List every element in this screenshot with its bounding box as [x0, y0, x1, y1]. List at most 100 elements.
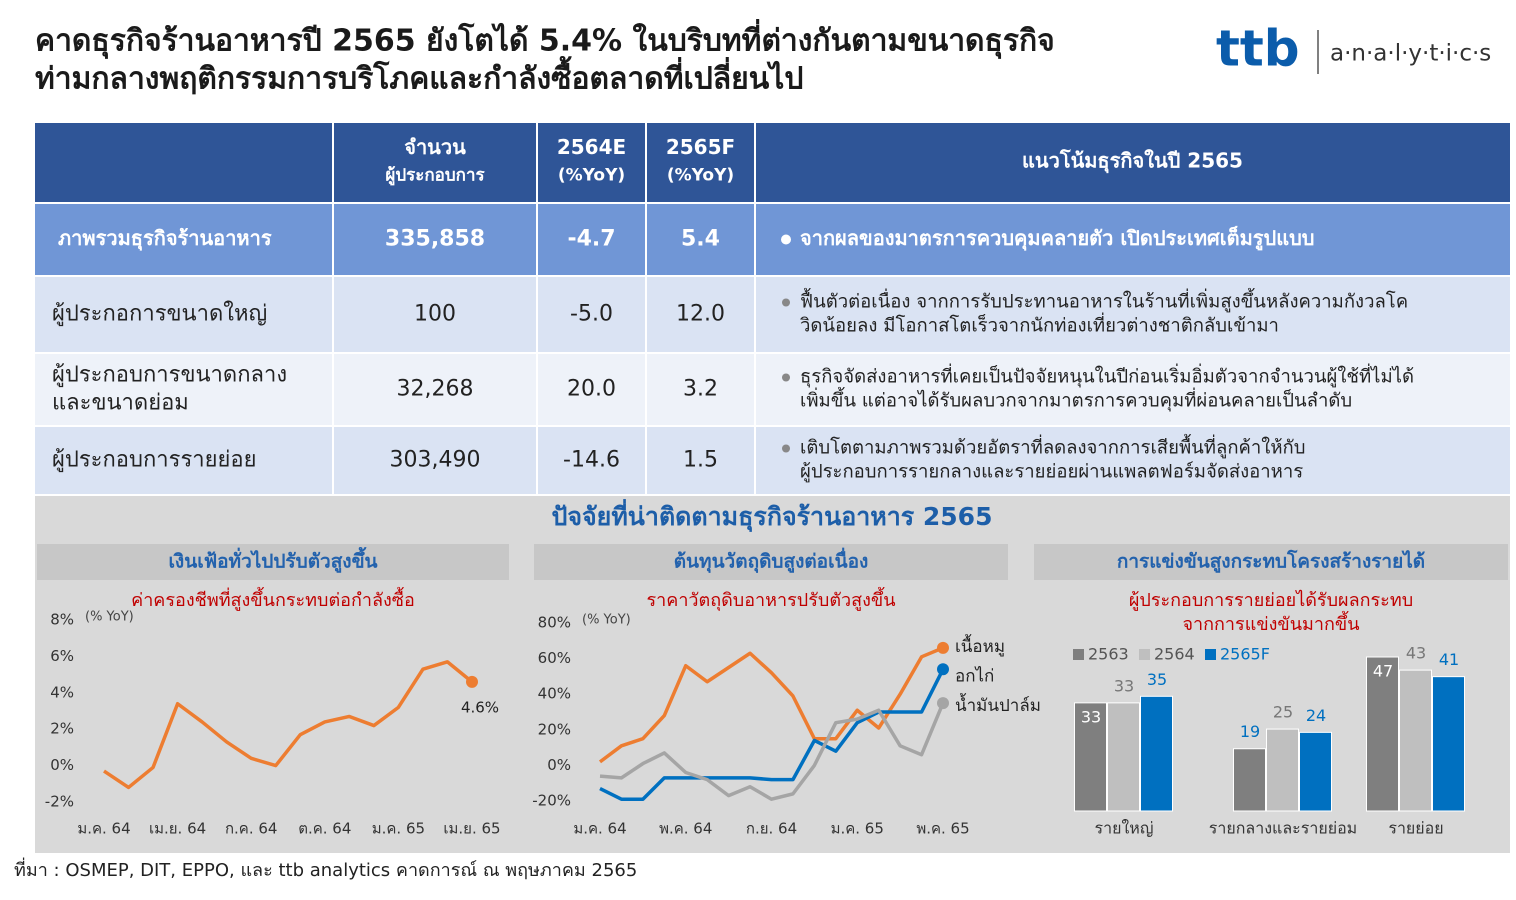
source: ที่มา : OSMEP, DIT, EPPO, และ ttb analyt…	[14, 857, 637, 881]
legend-label: เนื้อหมู	[955, 634, 1005, 657]
legend-swatch	[1139, 649, 1150, 660]
logo-brand: ttb	[1216, 20, 1300, 78]
row-value: 3.2	[683, 377, 718, 402]
row-value: 12.0	[676, 302, 725, 327]
value-label: 35	[1147, 670, 1167, 689]
x-tick-label: เม.ย. 65	[443, 820, 500, 838]
chart-title: ค่าครองชีพที่สูงขึ้นกระทบต่อกำลังซื้อ	[131, 587, 415, 611]
chart-header-band	[1034, 544, 1508, 580]
column-header: (%YoY)	[558, 166, 625, 186]
y-tick-label: 40%	[538, 685, 571, 703]
column-header: (%YoY)	[667, 166, 734, 186]
row-outlook: จากผลของมาตรการควบคุมคลายตัว เปิดประเทศเ…	[800, 225, 1314, 252]
bar	[1233, 748, 1266, 812]
value-label: 33	[1081, 707, 1101, 726]
page-title: ท่ามกลางพฤติกรรมการบริโภคและกำลังซื้อตลา…	[35, 56, 803, 97]
row-value: -14.6	[563, 448, 620, 473]
chart-title: ผู้ประกอบการรายย่อยได้รับผลกระทบ	[1129, 589, 1413, 611]
x-tick-label: ก.ค. 64	[225, 820, 278, 838]
x-tick-label: รายใหญ่	[1095, 819, 1154, 838]
bullet	[782, 373, 790, 382]
row-value: 1.5	[683, 448, 718, 473]
value-label: 33	[1114, 676, 1134, 695]
x-tick-label: ม.ค. 64	[77, 820, 130, 838]
x-tick-label: ต.ค. 64	[298, 820, 351, 838]
row-value: 32,268	[397, 377, 474, 402]
row-value: 303,490	[390, 448, 481, 473]
row-value: -4.7	[567, 227, 615, 252]
y-tick-label: 60%	[538, 649, 571, 667]
row-value: 20.0	[567, 377, 616, 402]
bar	[1299, 731, 1332, 812]
end-marker	[937, 697, 949, 710]
y-tick-label: 80%	[538, 614, 571, 632]
column-header: จำนวน	[404, 135, 466, 159]
row-value: 100	[414, 302, 456, 327]
row-outlook: เพิ่มขึ้น แต่อาจได้รับผลบวกจากมาตรการควบ…	[800, 387, 1352, 413]
section-title: ปัจจัยที่น่าติดตามธุรกิจร้านอาหาร 2565	[552, 499, 993, 533]
bar	[1432, 676, 1465, 812]
y-tick-label: 2%	[50, 720, 74, 738]
row-outlook: วิดน้อยลง มีโอกาสโตเร็วจากนักท่องเที่ยวต…	[799, 313, 1279, 337]
chart-header: ต้นทุนวัตถุดิบสูงต่อเนื่อง	[674, 548, 869, 574]
bullet	[782, 298, 790, 307]
chart-title: ราคาวัตถุดิบอาหารปรับตัวสูงขึ้น	[647, 587, 896, 611]
x-tick-label: เม.ย. 64	[149, 820, 206, 838]
x-tick-label: รายกลางและรายย่อม	[1209, 819, 1357, 838]
bullet	[782, 444, 790, 453]
row-outlook: ฟื้นตัวต่อเนื่อง จากการรับประทานอาหารในร…	[800, 288, 1408, 313]
y-unit: (% YoY)	[582, 613, 631, 628]
table-row	[35, 354, 1510, 425]
end-marker	[466, 675, 478, 688]
value-label: 25	[1273, 703, 1293, 722]
legend-label: 2564	[1154, 645, 1195, 664]
bar	[1399, 669, 1432, 812]
x-tick-label: พ.ค. 65	[916, 820, 969, 838]
series-line	[599, 702, 945, 801]
table-row	[35, 204, 1510, 275]
chart-header: การแข่งขันสูงกระทบโครงสร้างรายได้	[1117, 550, 1425, 574]
legend-label: อกไก่	[955, 666, 994, 687]
bullet	[781, 234, 791, 245]
value-label: 41	[1439, 650, 1459, 669]
chart-header-band	[37, 544, 509, 580]
y-tick-label: -20%	[532, 792, 571, 810]
x-tick-label: ม.ค. 64	[573, 820, 626, 838]
legend-swatch	[1205, 649, 1216, 660]
x-tick-label: พ.ค. 64	[659, 820, 712, 838]
bar	[1074, 702, 1107, 812]
x-tick-label: ก.ย. 64	[746, 820, 797, 838]
y-tick-label: 0%	[50, 756, 74, 774]
y-tick-label: -2%	[45, 793, 74, 811]
row-outlook: เติบโตตามภาพรวมด้วยอัตราที่ลดลงจากการเสี…	[800, 434, 1305, 459]
bar	[1140, 695, 1173, 812]
value-label: 43	[1406, 644, 1426, 663]
y-tick-label: 6%	[50, 647, 74, 665]
table-row	[35, 427, 1510, 494]
legend-label: 2565F	[1220, 645, 1270, 664]
column-header: แนวโน้มธุรกิจในปี 2565	[1022, 149, 1243, 174]
legend-swatch	[1073, 649, 1084, 660]
row-value: 5.4	[681, 227, 720, 252]
value-label: 19	[1240, 722, 1260, 741]
row-value: -5.0	[570, 302, 613, 327]
chart-title: จากการแข่งขันมากขึ้น	[1182, 611, 1359, 635]
logo-name: a·n·a·l·y·t·i·c·s	[1330, 41, 1491, 67]
bar	[1366, 656, 1399, 812]
row-name: ผู้ประกอบการรายย่อย	[52, 448, 257, 473]
row-name: ผู้ประกอการขนาดใหญ่	[52, 301, 267, 327]
row-name: ผู้ประกอบการขนาดกลาง	[52, 363, 287, 388]
end-marker	[937, 641, 949, 654]
row-name: ภาพรวมธุรกิจร้านอาหาร	[58, 226, 272, 251]
column-header: 2564E	[557, 135, 626, 159]
value-label: 24	[1306, 706, 1326, 725]
y-tick-label: 8%	[50, 611, 74, 629]
series-line	[103, 660, 474, 790]
column-header: ผู้ประกอบการ	[385, 166, 485, 187]
legend-label: 2563	[1088, 645, 1129, 664]
row-outlook: ผู้ประกอบการรายกลางและรายย่อยผ่านแพลตฟอร…	[800, 461, 1303, 483]
series-line	[598, 646, 944, 764]
end-marker	[937, 663, 949, 676]
bar	[1266, 728, 1299, 812]
